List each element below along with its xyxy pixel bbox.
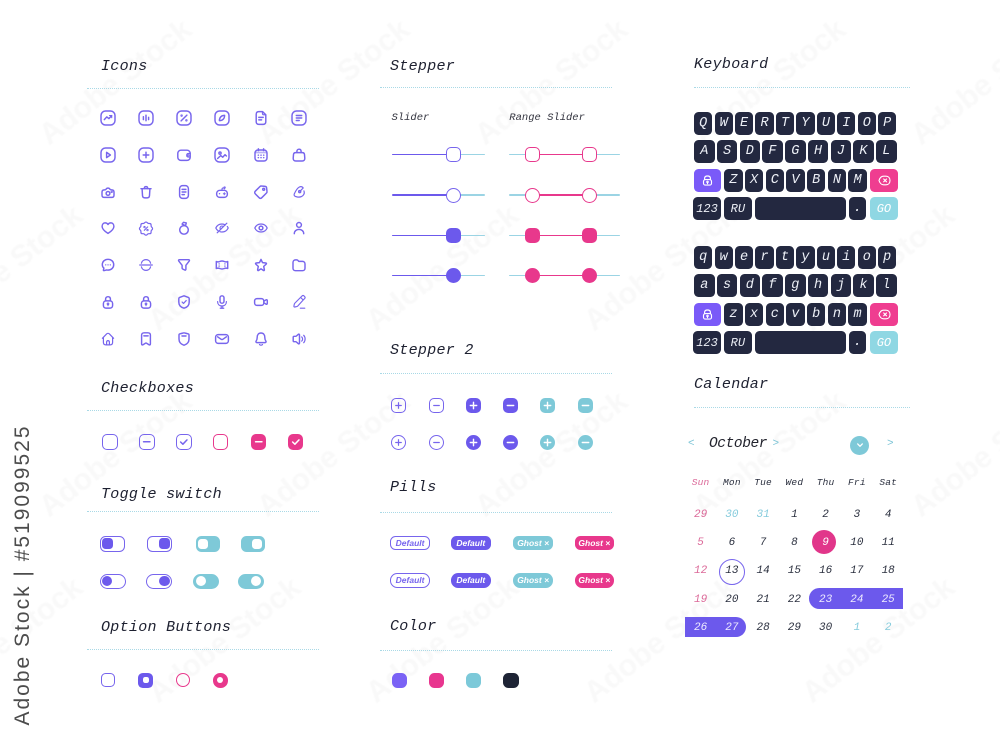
- svg-text:Adobe Stock: Adobe Stock: [33, 12, 198, 151]
- svg-text:Adobe Stock: Adobe Stock: [905, 384, 1000, 523]
- svg-text:Adobe Stock: Adobe Stock: [360, 198, 525, 337]
- svg-text:Adobe Stock: Adobe Stock: [142, 570, 307, 709]
- svg-text:Adobe Stock: Adobe Stock: [687, 384, 852, 523]
- svg-text:Adobe Stock: Adobe Stock: [360, 570, 525, 709]
- svg-text:Adobe Stock: Adobe Stock: [905, 12, 1000, 151]
- svg-text:Adobe Stock: Adobe Stock: [33, 384, 198, 523]
- svg-text:Adobe Stock: Adobe Stock: [251, 12, 416, 151]
- svg-text:Adobe Stock: Adobe Stock: [578, 570, 743, 709]
- svg-text:Adobe Stock: Adobe Stock: [469, 12, 634, 151]
- svg-text:Adobe Stock: Adobe Stock: [0, 198, 89, 337]
